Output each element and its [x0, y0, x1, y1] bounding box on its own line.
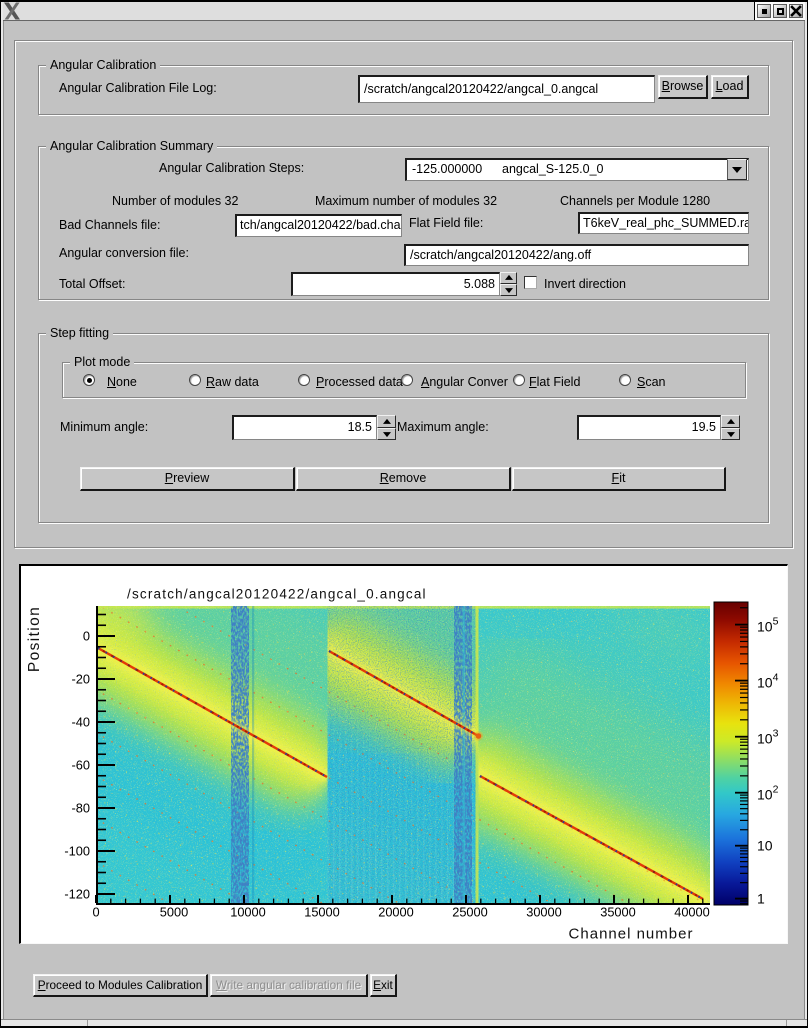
svg-text:40000: 40000 [674, 905, 710, 920]
svg-text:0: 0 [92, 905, 99, 920]
svg-text:30000: 30000 [526, 905, 562, 920]
svg-text:10: 10 [757, 838, 773, 854]
svg-text:-80: -80 [72, 801, 91, 816]
svg-text:35000: 35000 [600, 905, 636, 920]
svg-text:-100: -100 [64, 844, 90, 859]
svg-text:104: 104 [757, 672, 779, 691]
svg-text:/scratch/angcal20120422/angcal: /scratch/angcal20120422/angcal_0.angcal [127, 587, 427, 602]
svg-text:5000: 5000 [160, 905, 188, 920]
svg-text:10000: 10000 [230, 905, 266, 920]
svg-text:15000: 15000 [304, 905, 340, 920]
svg-text:0: 0 [83, 629, 90, 644]
svg-text:-60: -60 [72, 758, 91, 773]
svg-text:20000: 20000 [378, 905, 414, 920]
svg-text:105: 105 [757, 616, 779, 635]
svg-text:-20: -20 [72, 672, 91, 687]
svg-text:-40: -40 [72, 715, 91, 730]
svg-text:103: 103 [757, 728, 779, 747]
svg-text:102: 102 [757, 784, 779, 803]
svg-text:-120: -120 [64, 887, 90, 902]
svg-text:25000: 25000 [452, 905, 488, 920]
svg-text:Position: Position [26, 606, 43, 672]
svg-text:Channel number: Channel number [569, 926, 694, 943]
svg-text:1: 1 [757, 891, 765, 907]
